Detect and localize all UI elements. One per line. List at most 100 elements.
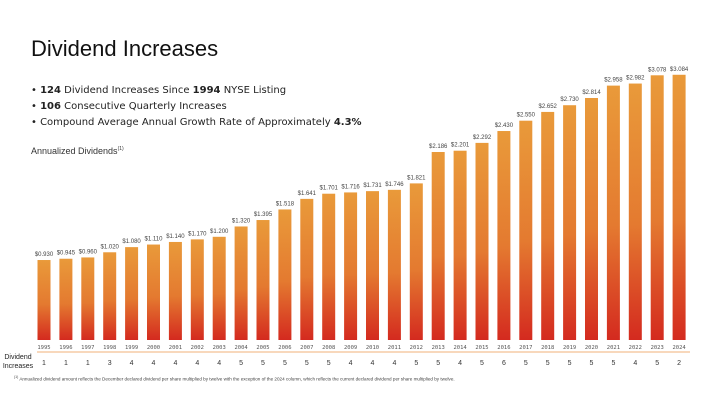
bar-2018 <box>541 111 555 340</box>
bar-2022 <box>628 83 642 340</box>
chart-subtitle: Annualized Dividends(1) <box>31 146 124 156</box>
increase-count: 5 <box>568 360 572 367</box>
value-label: $1.320 <box>232 218 251 224</box>
value-label: $3.078 <box>648 67 667 73</box>
year-tick-label: 1997 <box>81 345 94 351</box>
increase-count: 5 <box>546 360 550 367</box>
year-tick-label: 2001 <box>169 345 182 351</box>
value-label: $0.930 <box>35 252 54 258</box>
value-label: $2.201 <box>451 143 470 149</box>
year-tick-label: 2008 <box>322 345 335 351</box>
bullet-list: • 124 Dividend Increases Since 1994 NYSE… <box>31 83 362 131</box>
bar-2006 <box>278 209 292 340</box>
year-tick-label: 2009 <box>344 345 357 351</box>
value-label: $1.080 <box>122 239 141 245</box>
value-label: $3.084 <box>670 67 689 73</box>
increase-count: 5 <box>480 360 484 367</box>
bar-2017 <box>519 120 533 340</box>
value-label: $2.730 <box>560 97 579 103</box>
increase-count: 4 <box>349 360 353 367</box>
increase-count: 3 <box>108 360 112 367</box>
bar-1996 <box>59 258 73 340</box>
increase-count: 4 <box>195 360 199 367</box>
increase-count: 5 <box>590 360 594 367</box>
increase-count: 1 <box>64 360 68 367</box>
year-tick-label: 1998 <box>103 345 116 351</box>
bar-2014 <box>453 150 467 340</box>
year-tick-label: 2015 <box>475 345 488 351</box>
year-tick-label: 2024 <box>672 345 686 351</box>
increase-count: 5 <box>436 360 440 367</box>
bar-2004 <box>234 226 248 340</box>
value-label: $2.550 <box>517 113 536 119</box>
year-tick-label: 2007 <box>300 345 313 351</box>
bullet-item: • 106 Consecutive Quarterly Increases <box>31 101 227 112</box>
bar-2002 <box>190 239 204 340</box>
year-tick-label: 2023 <box>651 345 664 351</box>
bar-1995 <box>37 260 51 340</box>
increase-count: 5 <box>611 360 615 367</box>
bar-2011 <box>387 189 401 340</box>
value-label: $2.958 <box>604 78 623 84</box>
value-label: $1.701 <box>320 186 339 192</box>
value-label: $1.170 <box>188 231 207 237</box>
year-tick-label: 2018 <box>541 345 554 351</box>
value-label: $1.200 <box>210 229 229 235</box>
value-label: $1.395 <box>254 212 273 218</box>
bar-2024 <box>672 74 686 340</box>
increase-count: 2 <box>677 360 681 367</box>
bar-1999 <box>125 247 139 340</box>
bar-2012 <box>409 183 423 340</box>
value-label: $1.020 <box>101 244 120 250</box>
year-tick-label: 2017 <box>519 345 532 351</box>
increase-count: 4 <box>130 360 134 367</box>
value-label: $1.110 <box>145 237 164 243</box>
increase-count: 5 <box>305 360 309 367</box>
year-tick-label: 2016 <box>497 345 510 351</box>
value-label: $2.430 <box>495 123 514 129</box>
page-title: Dividend Increases <box>31 36 219 61</box>
value-label: $1.641 <box>298 191 317 197</box>
increase-count: 4 <box>458 360 462 367</box>
value-label: $2.652 <box>539 104 558 110</box>
bar-2019 <box>563 105 577 340</box>
year-tick-label: 2011 <box>388 345 401 351</box>
year-tick-label: 2020 <box>585 345 598 351</box>
year-tick-label: 2022 <box>629 345 642 351</box>
bar-2021 <box>606 85 620 340</box>
increase-count: 5 <box>327 360 331 367</box>
increase-count: 5 <box>283 360 287 367</box>
value-label: $0.960 <box>79 249 98 255</box>
year-tick-label: 2019 <box>563 345 576 351</box>
increase-count: 4 <box>152 360 156 367</box>
increase-count: 6 <box>502 360 506 367</box>
increase-count: 4 <box>371 360 375 367</box>
value-label: $2.292 <box>473 135 492 141</box>
value-label: $2.814 <box>582 90 601 96</box>
bar-2016 <box>497 131 511 340</box>
value-label: $1.518 <box>276 201 295 207</box>
year-tick-label: 2021 <box>607 345 620 351</box>
bar-2003 <box>212 236 226 340</box>
year-tick-label: 2010 <box>366 345 379 351</box>
bar-2001 <box>168 241 182 340</box>
bar-2010 <box>366 191 379 340</box>
increase-count: 4 <box>173 360 177 367</box>
year-tick-label: 2005 <box>256 345 269 351</box>
year-tick-label: 2004 <box>234 345 248 351</box>
year-tick-label: 1999 <box>125 345 138 351</box>
bullet-item: • Compound Average Annual Growth Rate of… <box>31 117 362 128</box>
bar-2000 <box>147 244 160 340</box>
value-label: $1.731 <box>363 183 382 189</box>
year-tick-label: 1995 <box>37 345 50 351</box>
increase-count: 1 <box>86 360 90 367</box>
increase-count: 5 <box>414 360 418 367</box>
footnote: (1) Annualized dividend amount reflects … <box>14 375 455 382</box>
value-label: $1.716 <box>341 184 360 190</box>
year-tick-label: 2000 <box>147 345 160 351</box>
increase-count: 5 <box>261 360 265 367</box>
year-tick-label: 2003 <box>213 345 226 351</box>
increase-count: 4 <box>392 360 396 367</box>
year-tick-label: 2013 <box>432 345 445 351</box>
